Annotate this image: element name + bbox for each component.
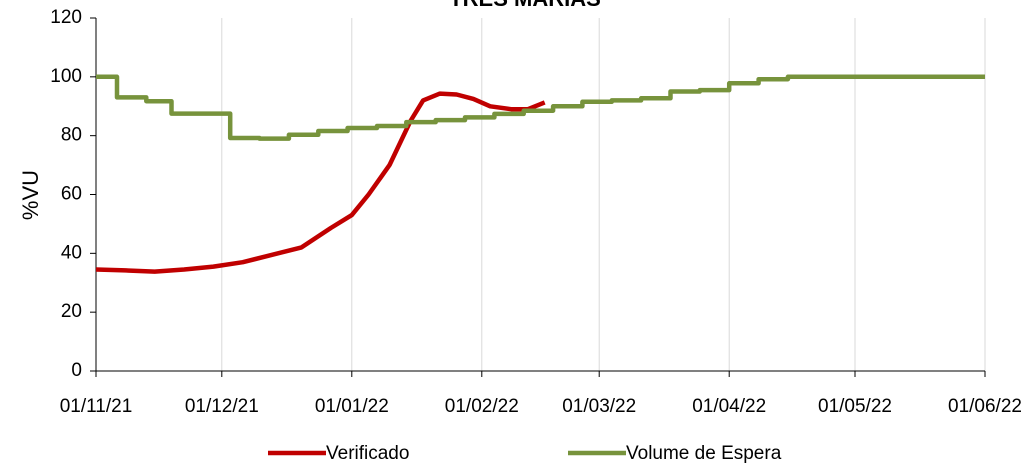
x-tick-label: 01/05/22 <box>818 396 892 417</box>
y-tick-label: 40 <box>61 242 82 263</box>
y-tick-label: 100 <box>50 66 82 87</box>
x-tick-label: 01/04/22 <box>692 396 766 417</box>
x-tick-label: 01/12/21 <box>185 396 259 417</box>
y-tick-label: 120 <box>50 7 82 28</box>
y-tick-label: 20 <box>61 301 82 322</box>
series-line <box>96 74 985 141</box>
legend-label: Verificado <box>326 443 409 464</box>
series-line <box>95 91 546 274</box>
y-tick-label: 60 <box>61 184 82 205</box>
x-tick-label: 01/01/22 <box>315 396 389 417</box>
y-tick-label: 80 <box>61 125 82 146</box>
chart-title: TRÊS MARIAS <box>449 0 601 11</box>
x-tick-label: 01/02/22 <box>445 396 519 417</box>
x-tick-label: 01/11/21 <box>60 396 133 417</box>
legend-label: Volume de Espera <box>626 443 782 464</box>
y-tick-label: 0 <box>71 360 82 381</box>
y-axis-label: %VU <box>18 170 43 220</box>
x-tick-label: 01/06/22 <box>948 396 1022 417</box>
x-tick-label: 01/03/22 <box>562 396 636 417</box>
